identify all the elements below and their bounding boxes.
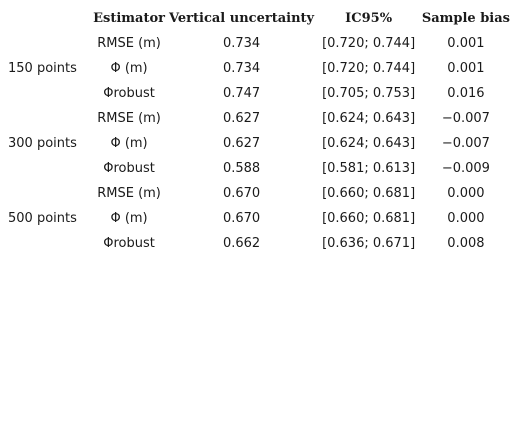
estimator-cell: Φrobust	[103, 86, 155, 101]
sample-bias-cell: 0.001	[447, 36, 485, 51]
sample-bias-cell: 0.016	[447, 86, 485, 101]
table-row: RMSE (m) 0.734 [0.720; 0.744] 0.001	[0, 31, 510, 56]
ic95-cell: [0.660; 0.681]	[322, 186, 416, 201]
sample-bias-cell: 0.008	[447, 236, 485, 251]
header-row: Estimator Vertical uncertainty IC95% Sam…	[0, 6, 510, 31]
header-group	[0, 6, 90, 31]
vertical-uncertainty-cell: 0.747	[222, 86, 261, 101]
header-vertical-uncertainty: Vertical uncertainty	[169, 11, 315, 26]
vertical-uncertainty-cell: 0.670	[222, 186, 261, 201]
ic95-cell: [0.624; 0.643]	[322, 136, 416, 151]
estimator-cell: Φrobust	[103, 236, 155, 251]
header-ic95: IC95%	[345, 11, 393, 26]
group-label	[0, 31, 90, 56]
vertical-uncertainty-cell: 0.670	[222, 211, 261, 226]
vertical-uncertainty-cell: 0.588	[222, 161, 261, 176]
ic95-cell: [0.705; 0.753]	[322, 86, 416, 101]
estimator-cell: RMSE (m)	[97, 111, 161, 126]
vertical-uncertainty-cell: 0.662	[222, 236, 261, 251]
table-row: Φrobust 0.747 [0.705; 0.753] 0.016	[0, 81, 510, 106]
ic95-cell: [0.720; 0.744]	[322, 36, 416, 51]
ic95-cell: [0.720; 0.744]	[322, 61, 416, 76]
vertical-uncertainty-cell: 0.734	[222, 36, 261, 51]
header-estimator: Estimator	[93, 11, 165, 26]
sample-bias-cell: −0.009	[441, 161, 490, 176]
group-label	[0, 106, 90, 131]
header-sample-bias: Sample bias	[421, 11, 510, 26]
estimator-cell: RMSE (m)	[97, 186, 161, 201]
group-label	[0, 156, 90, 181]
vertical-uncertainty-cell: 0.627	[222, 136, 261, 151]
estimator-cell: Φrobust	[103, 161, 155, 176]
table-row: RMSE (m) 0.670 [0.660; 0.681] 0.000	[0, 181, 510, 206]
table-row: 300 points Φ (m) 0.627 [0.624; 0.643] −0…	[0, 131, 510, 156]
estimator-cell: RMSE (m)	[97, 36, 161, 51]
ic95-cell: [0.660; 0.681]	[322, 211, 416, 226]
estimator-cell: Φ (m)	[110, 61, 148, 76]
estimator-cell: Φ (m)	[110, 211, 148, 226]
group-label	[0, 231, 90, 256]
group-label: 500 points	[8, 211, 77, 226]
vertical-uncertainty-cell: 0.627	[222, 111, 261, 126]
group-label: 150 points	[8, 61, 77, 76]
table-row: Φrobust 0.662 [0.636; 0.671] 0.008	[0, 231, 510, 256]
table-row: RMSE (m) 0.627 [0.624; 0.643] −0.007	[0, 106, 510, 131]
sample-bias-cell: 0.001	[447, 61, 485, 76]
table-row: 500 points Φ (m) 0.670 [0.660; 0.681] 0.…	[0, 206, 510, 231]
sample-bias-cell: −0.007	[441, 111, 490, 126]
vertical-uncertainty-cell: 0.734	[222, 61, 261, 76]
sample-bias-cell: −0.007	[441, 136, 490, 151]
ic95-cell: [0.636; 0.671]	[322, 236, 416, 251]
sample-bias-cell: 0.000	[447, 211, 485, 226]
estimator-cell: Φ (m)	[110, 136, 148, 151]
ic95-cell: [0.581; 0.613]	[322, 161, 416, 176]
ic95-cell: [0.624; 0.643]	[322, 111, 416, 126]
group-label: 300 points	[8, 136, 77, 151]
sample-bias-cell: 0.000	[447, 186, 485, 201]
table-row: 150 points Φ (m) 0.734 [0.720; 0.744] 0.…	[0, 56, 510, 81]
group-label	[0, 181, 90, 206]
group-label	[0, 81, 90, 106]
table-row: Φrobust 0.588 [0.581; 0.613] −0.009	[0, 156, 510, 181]
results-table: Estimator Vertical uncertainty IC95% Sam…	[0, 6, 510, 256]
